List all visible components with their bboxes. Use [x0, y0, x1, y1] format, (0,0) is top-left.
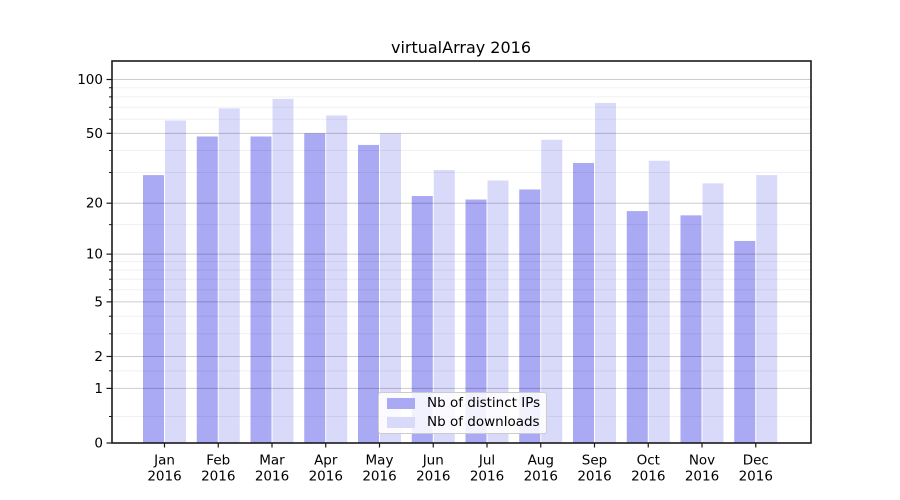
bar-downloads-jul [487, 180, 509, 443]
x-tick-label-year-dec: 2016 [739, 469, 773, 485]
y-tick-label-50: 50 [86, 126, 103, 142]
bar-ips-jul [465, 199, 487, 443]
bar-ips-nov [680, 215, 702, 443]
x-tick-label-month-may: May [366, 453, 394, 469]
x-tick-label-month-jun: Jun [422, 453, 444, 469]
x-tick-label-month-apr: Apr [314, 453, 338, 469]
bar-downloads-dec [756, 175, 778, 443]
x-tick-label-year-nov: 2016 [685, 469, 719, 485]
bar-ips-jun [411, 196, 433, 443]
bar-downloads-jun [433, 170, 455, 443]
legend: Nb of distinct IPs Nb of downloads [378, 392, 547, 434]
bar-downloads-nov [702, 183, 724, 443]
bar-downloads-aug [541, 139, 563, 443]
y-tick-label-5: 5 [94, 294, 103, 310]
x-tick-label-year-oct: 2016 [631, 469, 665, 485]
y-tick-label-10: 10 [86, 247, 103, 263]
bar-ips-aug [519, 189, 541, 443]
bar-downloads-apr [326, 115, 348, 443]
x-tick-label-month-sep: Sep [582, 453, 607, 469]
x-tick-label-month-mar: Mar [259, 453, 285, 469]
x-tick-label-year-jul: 2016 [470, 469, 504, 485]
legend-label-ips: Nb of distinct IPs [427, 395, 541, 411]
bar-downloads-mar [272, 98, 294, 443]
x-tick-label-month-jan: Jan [153, 453, 175, 469]
legend-label-downloads: Nb of downloads [427, 414, 540, 430]
x-tick-label-year-may: 2016 [362, 469, 396, 485]
x-tick-label-month-aug: Aug [528, 453, 554, 469]
bar-ips-sep [573, 162, 594, 443]
bar-downloads-feb [218, 108, 240, 443]
x-tick-label-month-dec: Dec [743, 453, 769, 469]
bar-ips-apr [304, 133, 326, 444]
bar-ips-jan [143, 175, 164, 443]
x-tick-label-year-jan: 2016 [147, 469, 181, 485]
x-tick-label-month-nov: Nov [689, 453, 715, 469]
x-tick-label-month-feb: Feb [206, 453, 230, 469]
bar-downloads-sep [595, 102, 616, 443]
bar-ips-oct [626, 211, 648, 443]
bar-ips-mar [250, 136, 272, 443]
y-tick-label-0: 0 [94, 436, 103, 452]
bar-ips-dec [734, 240, 756, 443]
legend-item-ips: Nb of distinct IPs [379, 394, 546, 413]
plot-frame [111, 60, 812, 444]
y-tick-label-1: 1 [94, 381, 103, 397]
x-tick-label-year-jun: 2016 [416, 469, 450, 485]
bar-ips-feb [196, 136, 218, 443]
y-tick-label-100: 100 [77, 72, 103, 88]
legend-item-downloads: Nb of downloads [379, 413, 546, 432]
x-tick-label-year-aug: 2016 [524, 469, 558, 485]
bar-downloads-oct [648, 160, 670, 443]
x-tick-label-month-jul: Jul [478, 453, 495, 469]
y-tick-label-20: 20 [86, 196, 103, 212]
x-tick-label-year-mar: 2016 [255, 469, 289, 485]
x-tick-label-year-feb: 2016 [201, 469, 235, 485]
y-tick-label-2: 2 [94, 349, 103, 365]
bar-downloads-may [380, 133, 401, 444]
chart-title: virtualArray 2016 [390, 38, 532, 57]
bar-downloads-jan [165, 120, 186, 443]
bar-ips-may [358, 144, 379, 443]
legend-swatch-ips [387, 398, 415, 409]
legend-swatch-downloads [387, 417, 415, 428]
x-tick-label-year-sep: 2016 [577, 469, 611, 485]
x-tick-label-month-oct: Oct [637, 453, 660, 469]
x-tick-label-year-apr: 2016 [309, 469, 343, 485]
